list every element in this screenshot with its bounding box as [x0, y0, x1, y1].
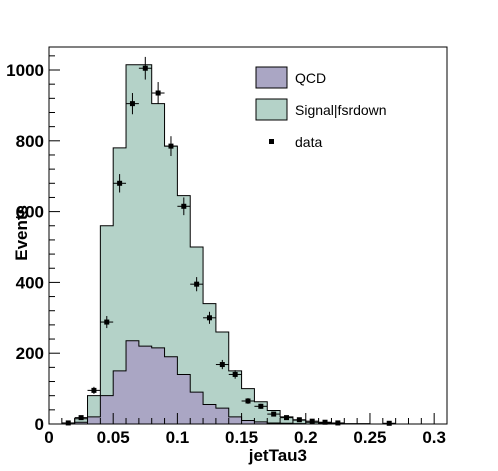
x-tick-label: 0.2	[294, 428, 318, 447]
y-tick-label: 600	[16, 203, 44, 222]
y-tick-label: 400	[16, 273, 44, 292]
legend-swatch	[255, 66, 288, 89]
data-point	[241, 398, 255, 404]
data-point	[164, 136, 178, 157]
data-point	[318, 419, 332, 425]
y-tick-label: 200	[16, 344, 44, 363]
data-point	[61, 420, 75, 426]
data-point-marker	[206, 315, 212, 321]
data-point-marker	[271, 411, 277, 417]
data-point-marker	[245, 398, 251, 404]
data-point	[177, 197, 191, 216]
data-point-marker	[104, 319, 110, 325]
data-point-marker	[78, 415, 84, 421]
data-point-marker	[168, 143, 174, 149]
y-axis-label: Events	[12, 205, 31, 261]
data-point	[151, 82, 165, 104]
legend-label: data	[295, 134, 322, 150]
legend-label: Signal|fsrdown	[295, 102, 387, 118]
data-point-marker	[129, 101, 135, 107]
data-point	[267, 411, 281, 417]
data-point-marker	[386, 420, 392, 426]
legend-swatch	[255, 98, 288, 121]
data-point-marker	[335, 420, 341, 426]
data-point-marker	[322, 419, 328, 425]
y-tick-label: 0	[35, 415, 44, 434]
legend-label: QCD	[295, 70, 326, 86]
x-tick-label: 0	[44, 428, 53, 447]
y-tick-label: 800	[16, 132, 44, 151]
data-point	[100, 316, 114, 329]
data-point	[254, 403, 268, 409]
legend: QCD Signal|fsrdown data	[255, 66, 387, 150]
data-point	[74, 415, 88, 421]
data-point	[113, 174, 127, 193]
data-point-marker	[91, 387, 97, 393]
x-axis-label: jetTau3	[248, 446, 307, 465]
data-point	[87, 386, 101, 394]
data-point	[190, 277, 204, 292]
x-tick-label: 0.05	[97, 428, 130, 447]
axis-ticks: 0 0.05 0.1 0.15 0.2 0.25 0.3 0 200 400 600 800 1000	[6, 55, 446, 447]
data-point	[215, 359, 229, 370]
legend-entry: Signal|fsrdown	[255, 98, 387, 121]
data-point	[126, 93, 139, 115]
data-point-marker	[194, 281, 200, 287]
data-points-layer	[61, 56, 396, 426]
data-point-marker	[284, 415, 290, 421]
x-tick-label: 0.15	[225, 428, 258, 447]
data-point-marker	[258, 403, 264, 409]
x-tick-label: 0.3	[422, 428, 446, 447]
data-point	[331, 420, 345, 426]
data-point-marker	[155, 90, 161, 96]
legend-entry: QCD	[255, 66, 326, 89]
data-point-marker	[117, 180, 123, 186]
data-point-marker	[309, 418, 315, 424]
data-point-marker	[181, 203, 187, 209]
data-point	[280, 415, 293, 421]
data-point	[292, 417, 306, 423]
data-point	[305, 418, 319, 424]
data-point-marker	[219, 362, 225, 368]
plot-frame	[48, 46, 448, 425]
data-point-marker	[232, 371, 238, 377]
data-point	[203, 311, 216, 324]
data-point-marker	[296, 417, 302, 423]
legend-marker	[269, 139, 274, 144]
data-point	[228, 370, 242, 379]
data-point-marker	[142, 65, 148, 71]
x-tick-label: 0.25	[353, 428, 386, 447]
x-tick-label: 0.1	[166, 428, 190, 447]
data-point-marker	[65, 420, 71, 426]
legend-entry: data	[269, 134, 322, 150]
data-point	[138, 56, 152, 80]
y-tick-label: 1000	[6, 61, 44, 80]
